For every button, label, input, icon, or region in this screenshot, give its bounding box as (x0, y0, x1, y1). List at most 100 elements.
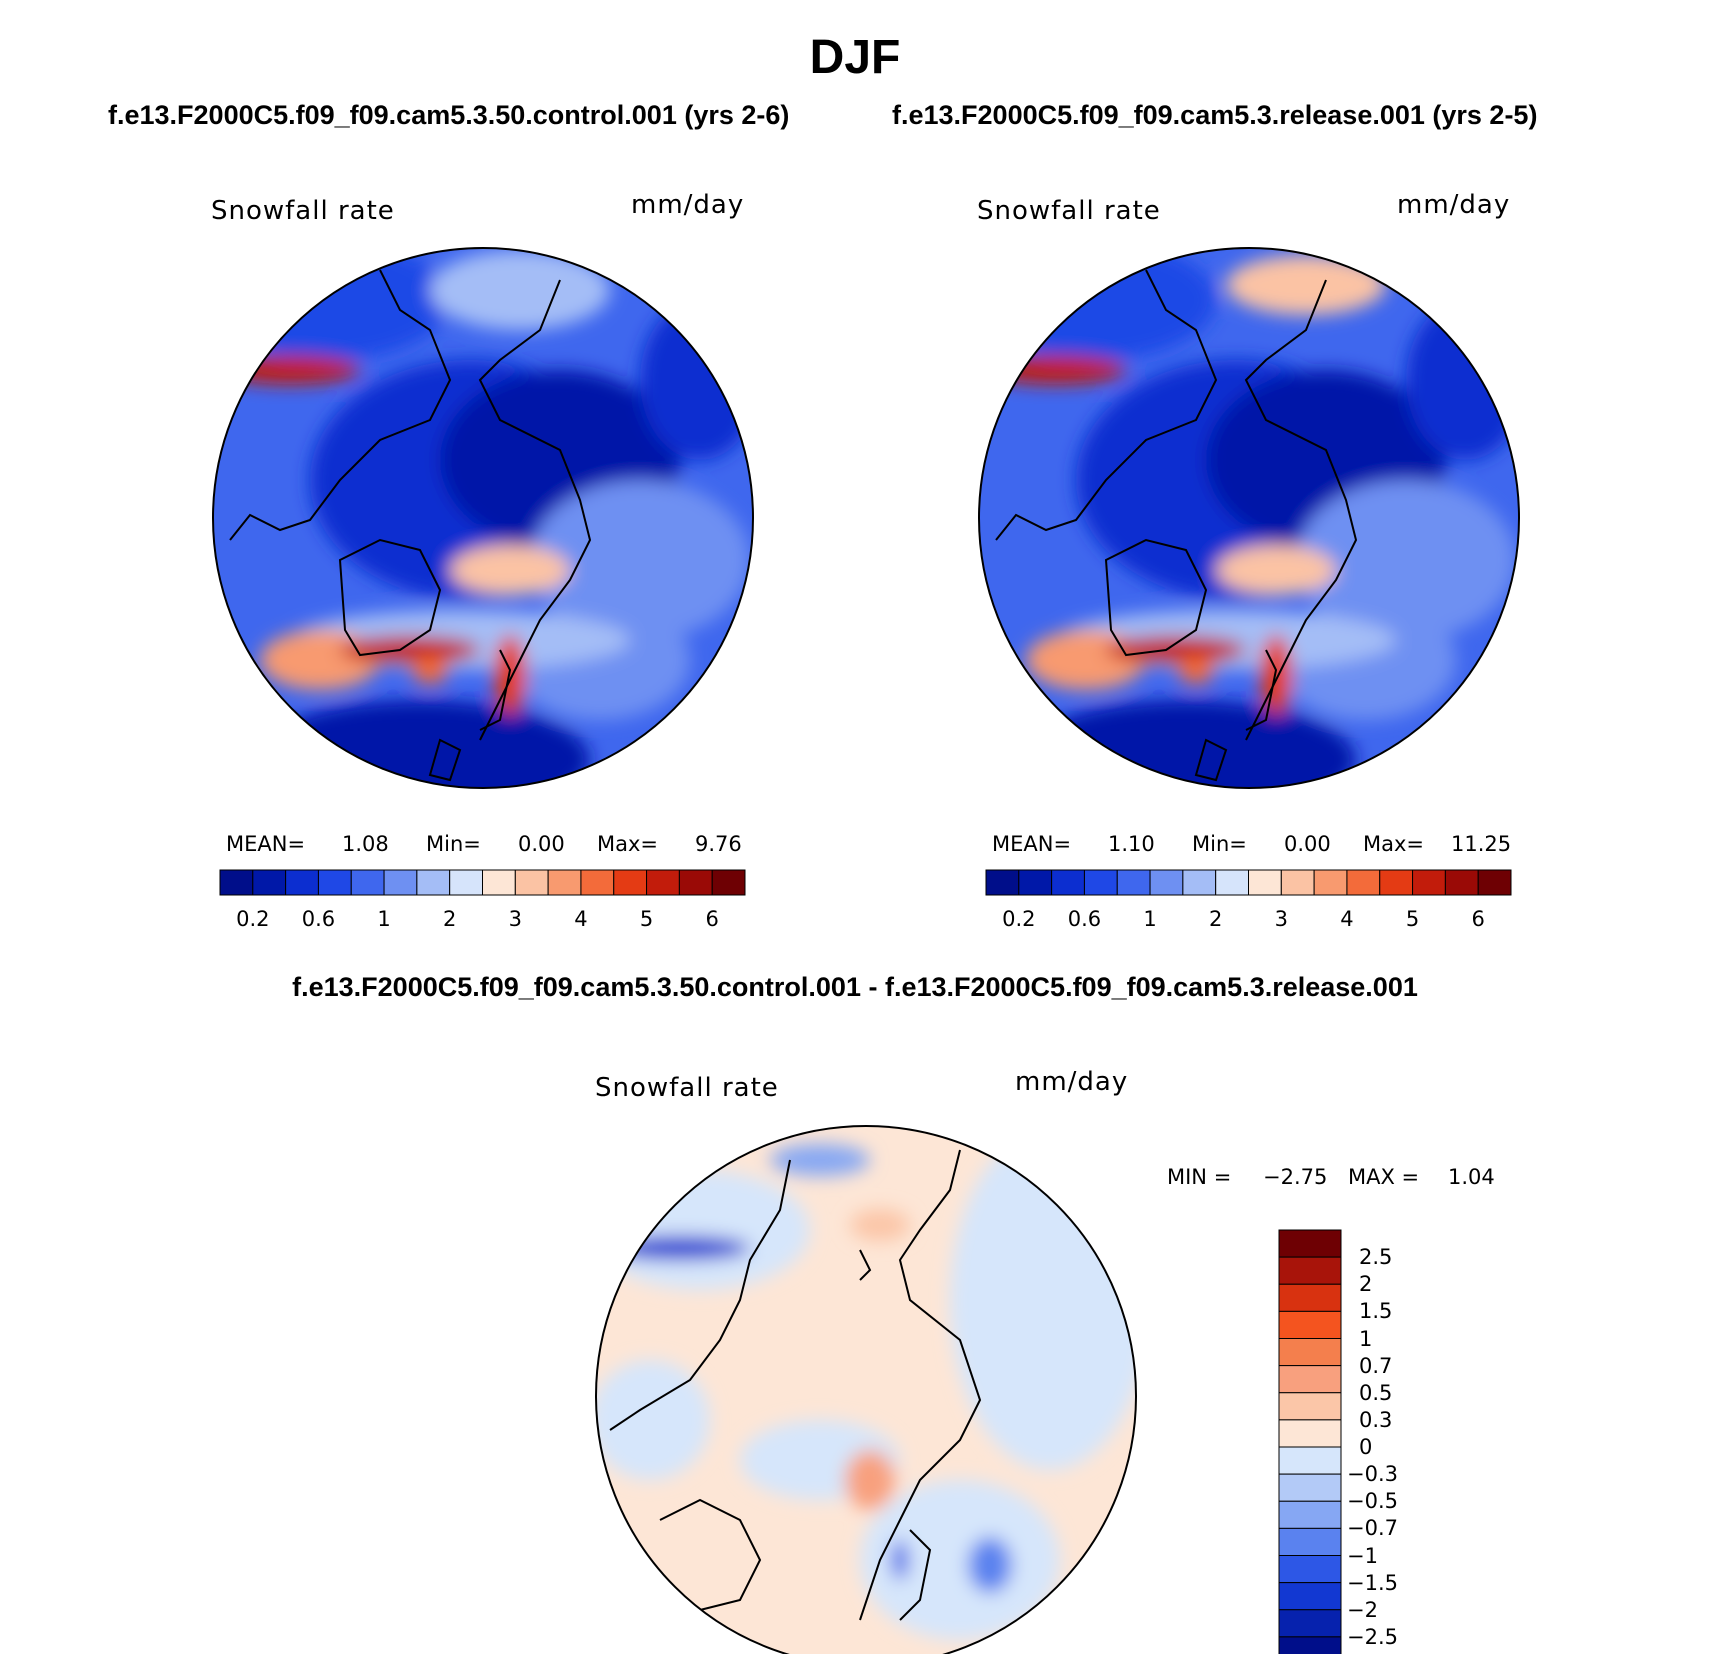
map-border-difference (595, 1125, 1137, 1654)
colorbar-difference-swatch (1278, 1636, 1342, 1654)
colorbar-control-swatch (678, 869, 713, 896)
max-label: Max= (597, 832, 659, 856)
colorbar-release-tick-label: 3 (1274, 907, 1288, 931)
mean-label: MEAN= (992, 832, 1072, 856)
colorbar-difference (1278, 1229, 1342, 1654)
colorbar-control-swatch (646, 869, 680, 896)
colorbar-release-swatch (1412, 869, 1446, 896)
colorbar-difference-tick-label: −0.3 (1347, 1462, 1398, 1487)
max-value: 9.76 (695, 832, 742, 856)
colorbar-release-swatch (1313, 869, 1348, 896)
figure-title: DJF (809, 31, 901, 84)
colorbar-control-swatch (252, 869, 287, 896)
diff-stats: MIN = −2.75 MAX = 1.04 (1167, 1165, 1495, 1189)
colorbar-release-swatch (1477, 869, 1512, 896)
mean-label: MEAN= (226, 832, 306, 856)
colorbar-difference-tick-label: 0.3 (1359, 1407, 1393, 1432)
colorbar-control-tick-label: 6 (705, 907, 719, 931)
colorbar-difference-swatch (1278, 1555, 1342, 1584)
colorbar-difference-tick-label: −1 (1347, 1543, 1378, 1568)
colorbar-difference-tick-label: −2.5 (1347, 1624, 1398, 1649)
colorbar-difference-tick-label: 2.5 (1359, 1245, 1393, 1270)
max-value: 1.04 (1448, 1165, 1495, 1189)
max-label: MAX = (1348, 1165, 1420, 1189)
coastlines (229, 269, 592, 782)
min-label: MIN = (1167, 1165, 1232, 1189)
colorbar-control-swatch (285, 869, 319, 896)
colorbar-control-swatch (350, 869, 385, 896)
diff-variable-label: Snowfall rate (595, 1073, 779, 1103)
colorbar-release (985, 869, 1512, 896)
colorbar-difference-tick-label: 0 (1359, 1435, 1373, 1459)
colorbar-release-tick-label: 0.6 (1067, 907, 1102, 931)
colorbar-release-swatch (1116, 869, 1151, 896)
colorbar-control (219, 869, 746, 896)
map-border-control (212, 247, 754, 789)
colorbar-release-swatch (1346, 869, 1381, 896)
colorbar-difference-tick-label: −0.7 (1347, 1516, 1398, 1541)
colorbar-release-tick-label: 4 (1340, 907, 1354, 931)
colorbar-control-swatch (514, 869, 549, 896)
colorbar-control-tick-label: 2 (443, 907, 457, 931)
mean-value: 1.08 (342, 832, 389, 856)
colorbar-control-swatch (580, 869, 615, 896)
map-border-release (978, 247, 1520, 789)
colorbar-difference-tick-label: 1.5 (1359, 1299, 1393, 1324)
colorbar-control-swatch (449, 869, 483, 896)
colorbar-difference-tick-label: −1.5 (1347, 1570, 1398, 1595)
colorbar-control-swatch (317, 869, 352, 896)
colorbar-difference-swatch (1278, 1256, 1342, 1285)
panel2-units-label: mm/day (1397, 190, 1511, 220)
difference-title: f.e13.F2000C5.f09_f09.cam5.3.50.control.… (292, 972, 1418, 1002)
colorbar-release-swatch (1182, 869, 1217, 896)
colorbar-release-swatch (985, 869, 1020, 896)
mean-value: 1.10 (1108, 832, 1155, 856)
colorbar-difference-swatch (1278, 1392, 1342, 1421)
colorbar-difference-tick-label: 1 (1359, 1326, 1373, 1351)
colorbar-control-swatch (482, 869, 516, 896)
max-value: 11.25 (1451, 832, 1512, 856)
diff-units-label: mm/day (1015, 1067, 1129, 1097)
min-label: Min= (426, 832, 481, 856)
colorbar-difference-tick-label: −0.5 (1347, 1489, 1398, 1514)
colorbar-release-swatch (1051, 869, 1085, 896)
colorbar-difference-tick-label: 0.7 (1359, 1353, 1393, 1378)
panel1-units-label: mm/day (631, 190, 745, 220)
colorbar-difference-tick-label: 0.5 (1359, 1380, 1393, 1405)
colorbar-release-swatch (1444, 869, 1479, 896)
min-label: Min= (1192, 832, 1247, 856)
colorbar-difference-swatch (1278, 1338, 1342, 1367)
case2-title: f.e13.F2000C5.f09_f09.cam5.3.release.001… (892, 100, 1538, 130)
colorbar-control-tick-label: 1 (377, 907, 391, 931)
colorbar-control-tick-label: 0.2 (236, 907, 270, 931)
colorbar-release-swatch (1379, 869, 1414, 896)
colorbar-control-swatch (547, 869, 582, 896)
colorbar-difference-swatch (1278, 1419, 1342, 1448)
colorbar-release-tick-label: 2 (1209, 907, 1223, 931)
min-value: −2.75 (1263, 1165, 1328, 1189)
min-value: 0.00 (518, 832, 565, 856)
max-label: Max= (1363, 832, 1425, 856)
snowfall-field (979, 248, 1519, 788)
colorbar-control-swatch (613, 869, 648, 896)
colorbar-release-swatch (1018, 869, 1053, 896)
colorbar-difference-tick-label: −2 (1347, 1597, 1378, 1622)
colorbar-difference-swatch (1278, 1283, 1342, 1312)
colorbar-control-tick-label: 0.6 (301, 907, 336, 931)
colorbar-release-tick-label: 5 (1405, 907, 1420, 931)
min-value: 0.00 (1284, 832, 1331, 856)
colorbar-control-tick-label: 5 (639, 907, 654, 931)
panel1-stats: MEAN= 1.08 Min= 0.00 Max= 9.76 (226, 832, 742, 856)
coastlines (995, 269, 1358, 782)
colorbar-control-swatch (416, 869, 451, 896)
colorbar-control-swatch (711, 869, 746, 896)
case1-title: f.e13.F2000C5.f09_f09.cam5.3.50.control.… (108, 100, 790, 130)
colorbar-difference-swatch (1278, 1500, 1342, 1529)
colorbar-control-tick-label: 4 (574, 907, 588, 931)
colorbar-difference-swatch (1278, 1473, 1342, 1502)
colorbar-release-tick-label: 1 (1143, 907, 1157, 931)
colorbar-difference-swatch (1278, 1609, 1342, 1638)
colorbar-control-swatch (219, 869, 254, 896)
colorbar-release-tick-label: 6 (1471, 907, 1485, 931)
